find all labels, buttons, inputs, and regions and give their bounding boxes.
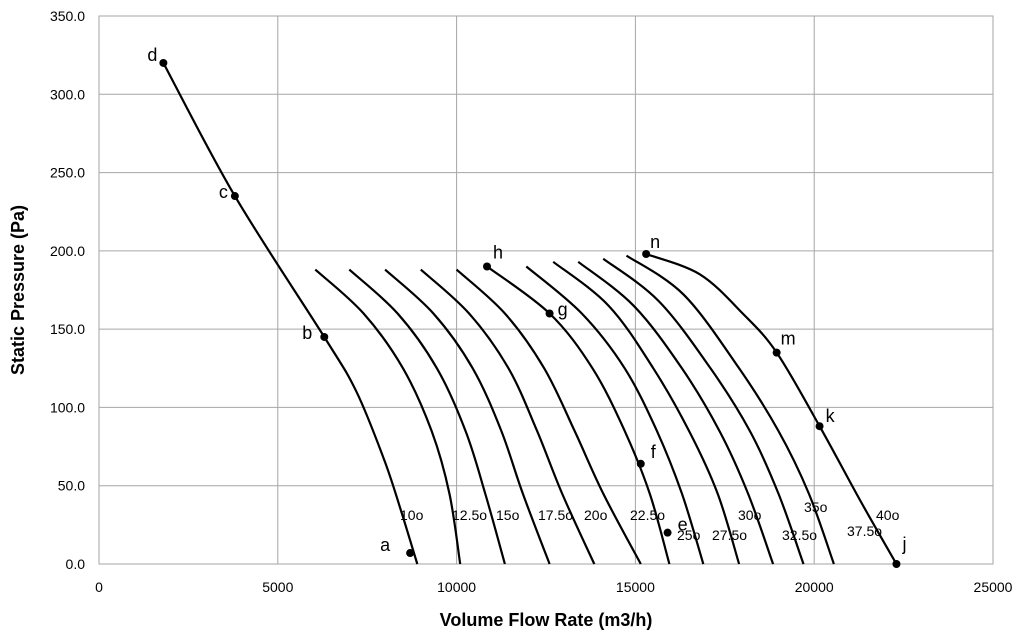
x-tick-label: 5000 bbox=[262, 579, 293, 595]
point-label: h bbox=[493, 243, 503, 263]
y-axis-ticks: 0.0 50.0 100.0 150.0 200.0 250.0 300.0 350.0 bbox=[50, 8, 85, 572]
y-tick-label: 250.0 bbox=[50, 165, 85, 181]
y-tick-label: 100.0 bbox=[50, 399, 85, 415]
angle-label: 37.5o bbox=[847, 523, 882, 539]
y-axis-title: Static Pressure (Pa) bbox=[8, 205, 28, 375]
point-marker bbox=[320, 332, 329, 341]
y-tick-label: 300.0 bbox=[50, 86, 85, 102]
x-tick-label: 15000 bbox=[616, 579, 655, 595]
y-tick-label: 50.0 bbox=[58, 478, 85, 494]
angle-label: 20o bbox=[584, 507, 608, 523]
x-tick-label: 20000 bbox=[795, 579, 834, 595]
point-marker bbox=[159, 58, 168, 67]
point-marker bbox=[815, 422, 824, 431]
angle-label: 30o bbox=[738, 507, 762, 523]
angle-label: 17.5o bbox=[538, 507, 573, 523]
angle-label: 27.5o bbox=[712, 527, 747, 543]
point-label: e bbox=[678, 515, 688, 535]
fan-curve bbox=[486, 265, 671, 565]
point-label: n bbox=[650, 232, 660, 252]
point-marker bbox=[482, 262, 491, 271]
x-tick-label: 10000 bbox=[437, 579, 476, 595]
x-tick-label: 0 bbox=[95, 579, 103, 595]
fan-curve bbox=[525, 265, 705, 565]
fan-curve bbox=[455, 268, 642, 565]
angle-label: 35o bbox=[804, 499, 828, 515]
point-marker bbox=[406, 549, 415, 558]
point-label: f bbox=[651, 442, 657, 462]
fan-curve bbox=[420, 268, 596, 565]
fan-curve bbox=[602, 257, 805, 565]
point-label: c bbox=[219, 182, 228, 202]
point-marker bbox=[636, 459, 645, 468]
fan-curve bbox=[577, 260, 775, 565]
fan-curves bbox=[162, 62, 898, 565]
x-tick-label: 25000 bbox=[974, 579, 1013, 595]
gridlines bbox=[98, 15, 994, 565]
angle-label: 15o bbox=[496, 507, 520, 523]
point-marker bbox=[230, 192, 239, 201]
angle-label: 40o bbox=[876, 507, 900, 523]
fan-curve bbox=[162, 62, 419, 565]
angle-label: 22.5o bbox=[630, 507, 665, 523]
fan-curve bbox=[625, 254, 835, 565]
fan-curve bbox=[552, 260, 741, 565]
fan-curve bbox=[348, 268, 506, 565]
point-marker bbox=[642, 249, 651, 258]
angle-label: 25o bbox=[677, 527, 701, 543]
y-tick-label: 0.0 bbox=[66, 556, 86, 572]
point-marker bbox=[545, 309, 554, 318]
y-tick-label: 350.0 bbox=[50, 8, 85, 24]
angle-label: 32.5o bbox=[782, 527, 817, 543]
fan-curve bbox=[384, 268, 551, 565]
x-axis-title: Volume Flow Rate (m3/h) bbox=[440, 610, 653, 630]
point-label: b bbox=[302, 323, 312, 343]
point-label: j bbox=[901, 534, 906, 554]
y-tick-label: 150.0 bbox=[50, 321, 85, 337]
blade-angle-labels: 10o 12.5o 15o 17.5o 20o 22.5o 25o 27.5o 30o 32.5o… bbox=[400, 499, 900, 543]
point-marker bbox=[772, 348, 781, 357]
x-axis-ticks: 0 5000 10000 15000 20000 25000 bbox=[95, 579, 1013, 595]
plot-border bbox=[98, 15, 994, 565]
point-label: a bbox=[380, 535, 391, 555]
angle-label: 10o bbox=[400, 507, 424, 523]
fan-curve bbox=[645, 252, 898, 565]
point-label: d bbox=[147, 45, 157, 65]
point-marker bbox=[892, 560, 901, 568]
point-label: m bbox=[781, 329, 796, 349]
point-marker bbox=[663, 528, 672, 537]
angle-label: 12.5o bbox=[452, 507, 487, 523]
fan-curve bbox=[314, 268, 462, 565]
y-tick-label: 200.0 bbox=[50, 243, 85, 259]
operating-points: a b c d e f g h j k m n bbox=[147, 45, 906, 568]
point-label: g bbox=[558, 299, 568, 319]
point-label: k bbox=[826, 406, 836, 426]
